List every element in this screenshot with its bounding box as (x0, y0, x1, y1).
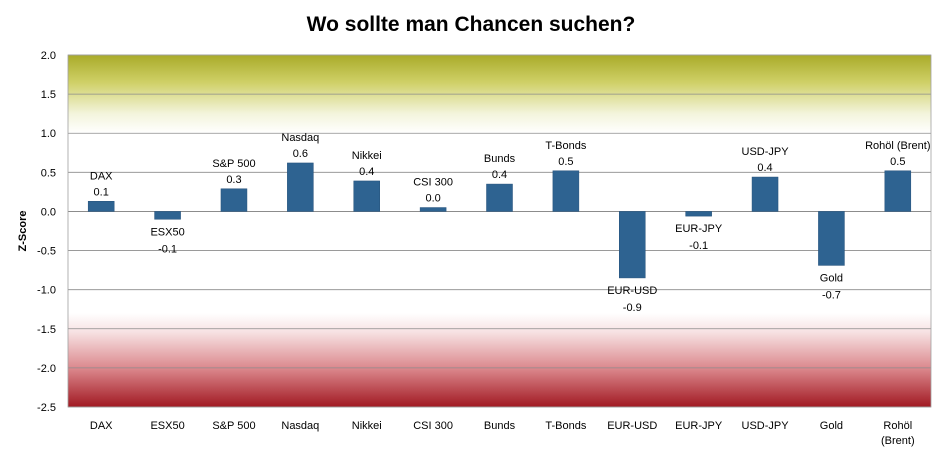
data-label-category: EUR-USD (607, 285, 657, 297)
data-label-category: Nasdaq (281, 132, 319, 144)
bar (685, 211, 712, 217)
negative-zone-gradient (68, 313, 931, 407)
y-tick-label: -1.0 (37, 285, 56, 297)
data-label-category: Bunds (484, 153, 516, 165)
data-label-value: 0.5 (558, 156, 573, 168)
data-label-value: 0.0 (425, 193, 440, 205)
y-tick-label: -2.0 (37, 363, 56, 375)
data-label-category: T-Bonds (545, 140, 586, 152)
data-label-category: Gold (820, 272, 843, 284)
x-tick-label: (Brent) (881, 435, 915, 447)
data-label-category: ESX50 (150, 226, 184, 238)
data-label-category: Nikkei (352, 150, 382, 162)
bar (220, 188, 248, 212)
x-tick-label: CSI 300 (413, 420, 453, 432)
bars (87, 162, 912, 279)
plot-area-border (67, 54, 932, 408)
bar (552, 170, 580, 212)
y-tick-label: 2.0 (41, 50, 56, 62)
data-label-value: 0.4 (757, 162, 772, 174)
y-axis-label: Z-Score (17, 211, 29, 252)
y-tick-label: -1.5 (37, 324, 56, 336)
chart-title: Wo sollte man Chancen suchen? (307, 13, 636, 36)
x-tick-label: DAX (90, 420, 113, 432)
bar (419, 207, 447, 212)
bar (287, 162, 314, 212)
gridlines (68, 54, 931, 408)
bar (486, 183, 513, 212)
y-tick-label: -0.5 (37, 246, 56, 258)
data-label-value: 0.5 (890, 156, 905, 168)
bar (353, 180, 380, 212)
x-tick-label: ESX50 (150, 420, 184, 432)
bar (619, 211, 646, 279)
bar (751, 176, 779, 212)
bar (154, 211, 181, 220)
data-label-category: Rohöl (Brent) (865, 140, 930, 152)
data-label-value: 0.4 (359, 166, 374, 178)
x-tick-label: Bunds (484, 420, 516, 432)
y-tick-label: 0.5 (41, 167, 56, 179)
y-tick-label: 1.0 (41, 128, 56, 140)
data-label-value: 0.3 (226, 174, 241, 186)
x-tick-label: Gold (820, 420, 843, 432)
data-label-category: CSI 300 (413, 177, 453, 189)
y-axis-ticks: 2.0 1.5 1.0 0.5 0.0 -0.5 -1.0 -1.5 -2.0 -2.5 (37, 50, 56, 414)
data-label-value: -0.7 (822, 289, 841, 301)
x-tick-label: EUR-USD (607, 420, 657, 432)
data-label-value: 0.4 (492, 169, 507, 181)
x-tick-label: T-Bonds (545, 420, 586, 432)
x-tick-label: USD-JPY (742, 420, 790, 432)
x-tick-label: Nasdaq (281, 420, 319, 432)
y-tick-label: 1.5 (41, 89, 56, 101)
data-label-value: -0.1 (158, 243, 177, 255)
bar (87, 201, 115, 212)
data-label-category: S&P 500 (212, 158, 255, 170)
y-tick-label: 0.0 (41, 206, 56, 218)
data-label-value: -0.1 (689, 240, 708, 252)
data-label-category: DAX (90, 170, 113, 182)
x-tick-label: Nikkei (352, 420, 382, 432)
data-label-value: 0.6 (293, 148, 308, 160)
data-labels: DAX 0.1 ESX50 -0.1 S&P 500 0.3 Nasdaq 0.6 Nikkei… (90, 132, 931, 314)
data-label-value: 0.1 (94, 186, 109, 198)
bar (884, 170, 912, 212)
x-axis-ticks: DAX ESX50 S&P 500 Nasdaq Nikkei CSI 300 Bunds T… (90, 420, 915, 447)
y-tick-label: -2.5 (37, 402, 56, 414)
bar (818, 211, 845, 266)
data-label-category: EUR-JPY (675, 223, 723, 235)
data-label-category: USD-JPY (742, 146, 790, 158)
x-tick-label: S&P 500 (212, 420, 255, 432)
x-tick-label: EUR-JPY (675, 420, 723, 432)
x-tick-label: Rohöl (883, 420, 912, 432)
data-label-value: -0.9 (623, 302, 642, 314)
